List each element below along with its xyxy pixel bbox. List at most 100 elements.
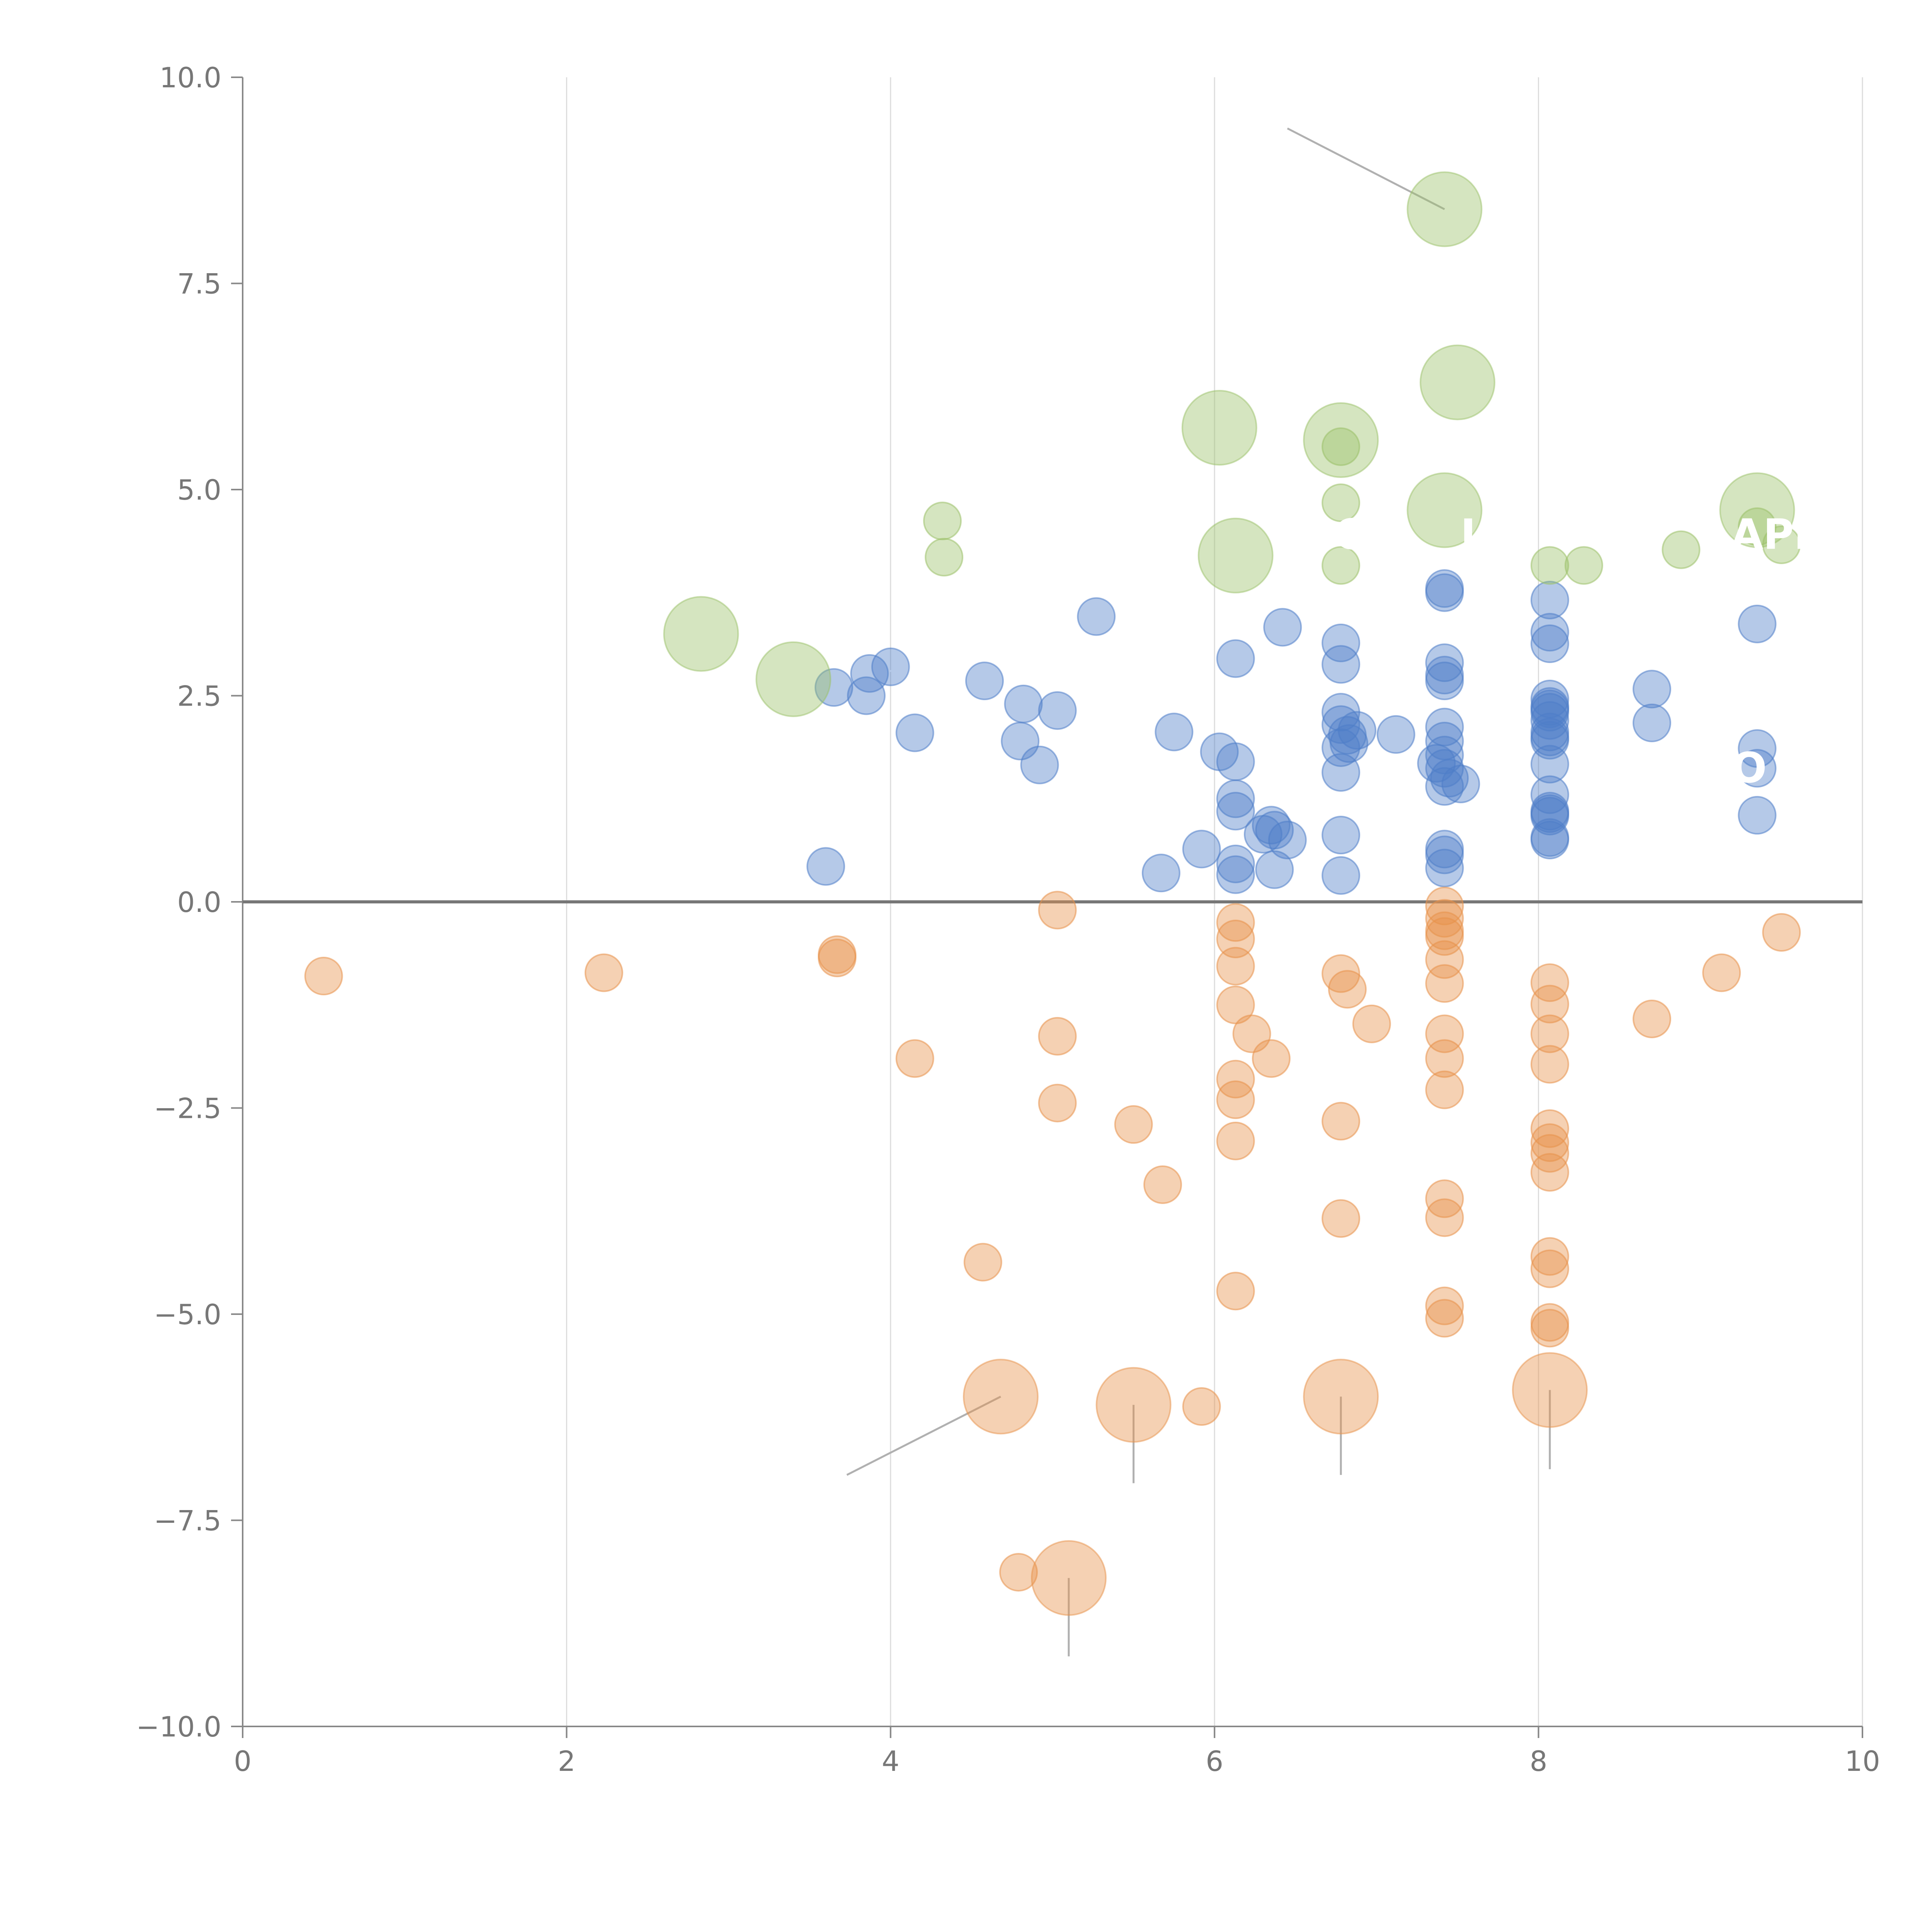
data-point-orange bbox=[895, 1039, 934, 1078]
data-point-green bbox=[1530, 546, 1569, 585]
data-point-orange bbox=[1216, 1272, 1255, 1311]
data-point-blue bbox=[1321, 856, 1361, 895]
data-point-green bbox=[1321, 483, 1361, 522]
data-point-green bbox=[923, 502, 962, 541]
y-tick-label: 7.5 bbox=[177, 268, 221, 300]
data-point-green bbox=[925, 537, 964, 577]
data-point-blue bbox=[1338, 711, 1377, 750]
highlight-point-green bbox=[1406, 472, 1483, 548]
point-annotation-label: C bbox=[1334, 510, 1364, 559]
highlight-point-green bbox=[1181, 389, 1257, 466]
data-point-orange bbox=[1530, 1249, 1569, 1288]
data-point-blue bbox=[1216, 855, 1255, 894]
data-point-orange bbox=[1530, 1045, 1569, 1084]
data-point-blue bbox=[1633, 703, 1672, 742]
data-point-orange bbox=[1216, 903, 1255, 942]
leader-line bbox=[1457, 379, 1490, 384]
data-point-blue bbox=[1738, 749, 1777, 788]
highlight-point-green bbox=[1406, 171, 1483, 247]
data-point-orange bbox=[1530, 1123, 1569, 1162]
x-tick-label: 4 bbox=[882, 1745, 900, 1777]
leader-lines bbox=[700, 128, 1551, 1656]
data-point-blue bbox=[1530, 721, 1569, 760]
data-point-blue bbox=[965, 662, 1004, 701]
data-point-green bbox=[1321, 546, 1361, 585]
data-point-blue bbox=[895, 713, 934, 752]
data-point-orange bbox=[1530, 1014, 1569, 1053]
data-point-blue bbox=[1441, 764, 1480, 803]
data-point-blue bbox=[1321, 816, 1361, 855]
data-point-blue bbox=[1038, 691, 1077, 730]
highlight-point-orange bbox=[1303, 1359, 1379, 1435]
data-point-orange bbox=[1328, 970, 1367, 1009]
data-point-orange bbox=[1702, 953, 1741, 992]
highlight-point-orange bbox=[1095, 1367, 1172, 1443]
data-point-orange bbox=[1321, 954, 1361, 993]
data-point-blue bbox=[1321, 623, 1361, 662]
x-tick-label: 0 bbox=[234, 1745, 252, 1777]
data-point-blue bbox=[1425, 656, 1464, 695]
data-point-orange bbox=[1038, 1083, 1077, 1122]
data-point-blue bbox=[1321, 645, 1361, 684]
data-point-blue bbox=[1530, 613, 1569, 652]
data-point-green bbox=[1564, 546, 1603, 585]
axes: 10.0 7.5 5.0 2.5 0.0 −2.5 −5.0 −7.5 −10.0 0 2 4 6 8 10 bbox=[136, 61, 1880, 1777]
data-point-blue bbox=[1263, 608, 1302, 647]
point-labels: APE C L O bbox=[1334, 510, 1823, 792]
highlight-point-green bbox=[1197, 517, 1274, 594]
data-point-orange bbox=[1321, 1199, 1361, 1238]
leader-line bbox=[700, 616, 726, 635]
data-point-orange bbox=[1252, 1039, 1291, 1078]
y-tick-label: 10.0 bbox=[160, 61, 221, 94]
data-point-orange bbox=[1114, 1105, 1153, 1144]
data-point-blue bbox=[1330, 724, 1369, 763]
highlight-point-green bbox=[1303, 402, 1379, 478]
y-tick-label: 2.5 bbox=[177, 680, 221, 713]
point-annotation-label: APE bbox=[1731, 510, 1823, 559]
highlight-point-orange bbox=[1512, 1352, 1588, 1428]
data-point-orange bbox=[1425, 1299, 1464, 1338]
data-point-green bbox=[1662, 530, 1701, 569]
data-point-orange bbox=[1038, 1017, 1077, 1056]
data-point-orange bbox=[304, 957, 343, 996]
leader-line bbox=[793, 662, 988, 680]
data-point-blue bbox=[1216, 844, 1255, 883]
data-point-blue bbox=[1268, 820, 1307, 859]
data-point-blue bbox=[1530, 624, 1569, 663]
data-point-orange bbox=[1530, 985, 1569, 1024]
data-point-orange bbox=[1352, 1004, 1391, 1043]
data-point-blue bbox=[806, 847, 845, 886]
data-point-orange bbox=[1530, 1237, 1569, 1276]
data-point-blue bbox=[1738, 796, 1777, 835]
data-point-orange bbox=[1216, 1121, 1255, 1160]
data-point-orange bbox=[1321, 1102, 1361, 1141]
data-point-orange bbox=[1425, 911, 1464, 950]
data-point-blue bbox=[1255, 850, 1294, 889]
y-tick-label: −2.5 bbox=[154, 1092, 221, 1125]
y-tick-label: −5.0 bbox=[154, 1298, 221, 1331]
data-point-orange bbox=[1216, 1080, 1255, 1119]
data-point-blue bbox=[1182, 830, 1221, 869]
data-point-orange bbox=[1216, 947, 1255, 986]
data-point-orange bbox=[1425, 1286, 1464, 1325]
data-point-orange bbox=[1425, 964, 1464, 1003]
x-tick-label: 8 bbox=[1530, 1745, 1548, 1777]
x-tick-label: 2 bbox=[558, 1745, 575, 1777]
data-point-blue bbox=[1321, 705, 1361, 744]
data-point-orange bbox=[1425, 1039, 1464, 1078]
point-annotation-label: L bbox=[1461, 510, 1487, 559]
data-point-blue bbox=[1321, 753, 1361, 792]
data-point-green bbox=[1321, 427, 1361, 466]
data-point-blue bbox=[1425, 849, 1464, 888]
data-point-orange bbox=[818, 939, 857, 978]
data-point-blue bbox=[1530, 580, 1569, 619]
y-tick-label: −10.0 bbox=[136, 1711, 221, 1743]
data-point-orange bbox=[1530, 1309, 1569, 1348]
data-point-blue bbox=[1633, 670, 1672, 709]
data-point-blue bbox=[1425, 573, 1464, 612]
data-point-blue bbox=[815, 668, 854, 707]
x-tick-label: 10 bbox=[1845, 1745, 1880, 1777]
leader-line bbox=[846, 1396, 1001, 1476]
data-points bbox=[304, 171, 1801, 1616]
